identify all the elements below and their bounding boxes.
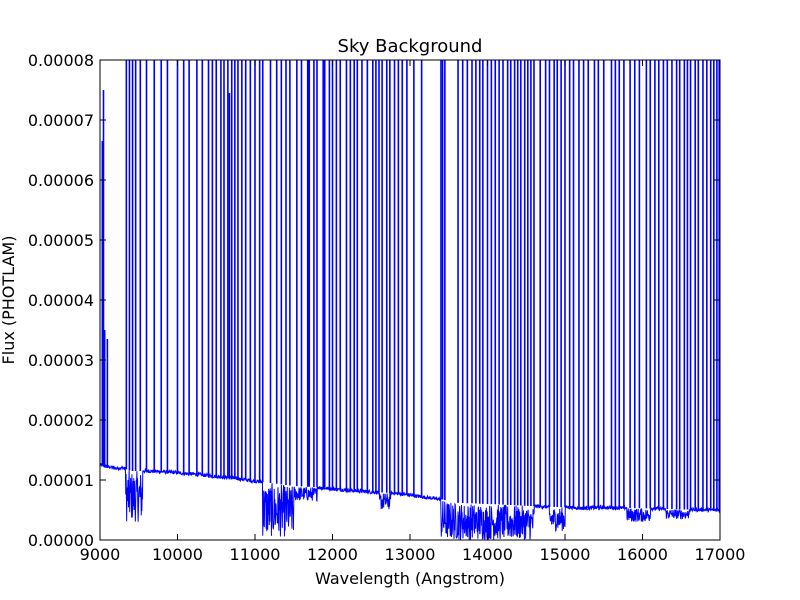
x-tick-label: 15000 xyxy=(540,545,591,564)
y-tick-label: 0.00002 xyxy=(28,411,94,430)
y-axis-label: Flux (PHOTLAM) xyxy=(0,236,18,365)
x-tick-label: 16000 xyxy=(617,545,668,564)
y-tick-label: 0.00004 xyxy=(28,291,94,310)
x-tick-label: 9000 xyxy=(80,545,121,564)
y-tick-label: 0.00006 xyxy=(28,171,94,190)
y-tick-label: 0.00001 xyxy=(28,471,94,490)
x-tick-label: 13000 xyxy=(385,545,436,564)
y-axis-ticks: 0.00000 0.00001 0.00002 0.00003 0.00004 0.000… xyxy=(28,51,720,550)
x-tick-label: 10000 xyxy=(152,545,203,564)
x-tick-label: 14000 xyxy=(462,545,513,564)
x-tick-label: 12000 xyxy=(307,545,358,564)
x-tick-label: 17000 xyxy=(695,545,746,564)
y-tick-label: 0.00003 xyxy=(28,351,94,370)
spectrum-continuum-line xyxy=(100,462,720,540)
y-tick-label: 0.00000 xyxy=(28,531,94,550)
plot-area xyxy=(100,60,720,540)
plot-frame xyxy=(99,59,721,541)
chart-title: Sky Background xyxy=(338,36,483,57)
x-axis-label: Wavelength (Angstrom) xyxy=(315,569,505,588)
x-tick-label: 11000 xyxy=(230,545,281,564)
x-axis-ticks: 9000 10000 11000 12000 13000 14000 15000 16000 1… xyxy=(80,60,746,564)
y-tick-label: 0.00008 xyxy=(28,51,94,70)
y-tick-label: 0.00007 xyxy=(28,111,94,130)
y-tick-label: 0.00005 xyxy=(28,231,94,250)
